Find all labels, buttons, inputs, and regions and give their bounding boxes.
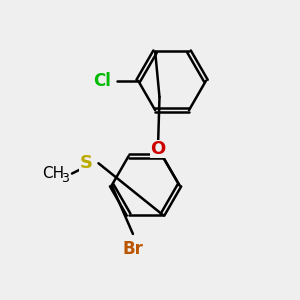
Text: Cl: Cl <box>93 72 111 90</box>
Text: Br: Br <box>122 240 143 258</box>
Text: O: O <box>150 140 166 158</box>
Text: S: S <box>80 154 93 172</box>
Text: 3: 3 <box>61 172 68 185</box>
Text: CH: CH <box>43 166 64 181</box>
